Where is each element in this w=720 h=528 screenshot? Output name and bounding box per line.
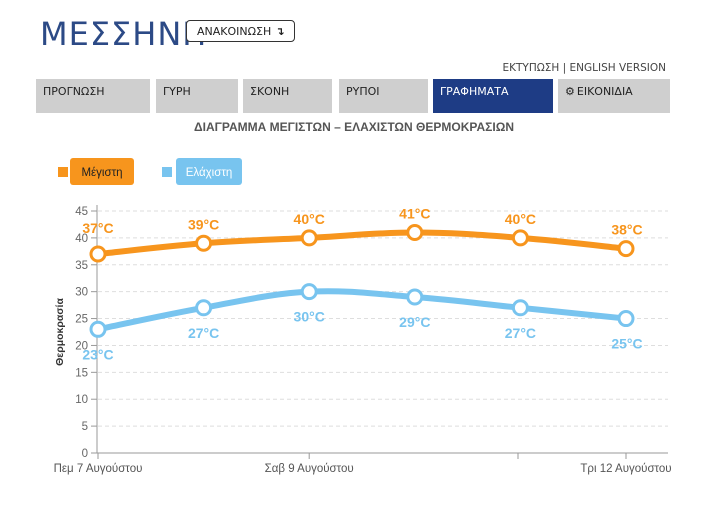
x-tick-label: Σαβ 9 Αυγούστου bbox=[265, 463, 354, 475]
data-point[interactable] bbox=[195, 234, 213, 252]
top-links: ΕΚΤΥΠΩΣΗ | ENGLISH VERSION bbox=[503, 62, 667, 74]
chart-title: ΔΙΑΓΡΑΜΜΑ ΜΕΓΙΣΤΩΝ – ΕΛΑΧΙΣΤΩΝ ΘΕΡΜΟΚΡΑΣ… bbox=[194, 120, 514, 134]
tab-icons[interactable]: ⚙ ΕΙΚΟΝΙΔΙΑ bbox=[558, 79, 670, 113]
data-label: 40°C bbox=[505, 211, 536, 227]
y-tick-label: 10 bbox=[75, 394, 88, 406]
data-label: 30°C bbox=[294, 309, 325, 325]
chart-svg: ΔΙΑΓΡΑΜΜΑ ΜΕΓΙΣΤΩΝ – ΕΛΑΧΙΣΤΩΝ ΘΕΡΜΟΚΡΑΣ… bbox=[54, 120, 672, 475]
x-tick-label: Τρι 12 Αυγούστου bbox=[580, 463, 671, 475]
data-label: 27°C bbox=[505, 325, 536, 341]
temperature-chart: ΔΙΑΓΡΑΜΜΑ ΜΕΓΙΣΤΩΝ – ΕΛΑΧΙΣΤΩΝ ΘΕΡΜΟΚΡΑΣ… bbox=[0, 115, 720, 524]
y-tick-label: 15 bbox=[75, 367, 88, 379]
legend-label: Ελάχιστη bbox=[186, 167, 233, 179]
data-point[interactable] bbox=[300, 283, 318, 301]
arrow-down-icon: ↴ bbox=[275, 25, 285, 38]
tab-label: ΣΚΟΝΗ bbox=[250, 85, 290, 98]
data-point[interactable] bbox=[89, 320, 107, 338]
gear-icon: ⚙ bbox=[565, 85, 575, 98]
series-line bbox=[95, 229, 629, 258]
y-tick-label: 30 bbox=[75, 287, 88, 299]
tab-pollutants[interactable]: ΡΥΠΟΙ bbox=[339, 79, 428, 113]
data-label: 27°C bbox=[188, 325, 219, 341]
y-tick-label: 0 bbox=[82, 448, 88, 460]
print-link[interactable]: ΕΚΤΥΠΩΣΗ bbox=[502, 62, 560, 74]
legend-swatch bbox=[162, 167, 172, 177]
data-point[interactable] bbox=[406, 224, 424, 242]
tab-forecast[interactable]: ΠΡΟΓΝΩΣΗ bbox=[36, 79, 150, 113]
tab-label: ΕΙΚΟΝΙΔΙΑ bbox=[576, 85, 633, 98]
data-label: 41°C bbox=[399, 206, 430, 222]
data-point[interactable] bbox=[406, 288, 424, 306]
legend-item-box[interactable] bbox=[70, 158, 134, 185]
data-point[interactable] bbox=[617, 310, 635, 328]
data-label: 37°C bbox=[82, 220, 113, 236]
data-label: 23°C bbox=[82, 346, 113, 362]
data-label: 25°C bbox=[611, 336, 642, 352]
chart-legend: Μέγιστη Ελάχιστη bbox=[58, 158, 242, 185]
data-label: 39°C bbox=[188, 216, 219, 232]
main-tabs: ΠΡΟΓΝΩΣΗ ΓΥΡΗ ΣΚΟΝΗ ΡΥΠΟΙ ΓΡΑΦΗΜΑΤΑ ⚙ ΕΙΚ… bbox=[36, 79, 670, 113]
announcement-label: ΑΝΑΚΟΙΝΩΣΗ bbox=[197, 25, 272, 38]
tab-label: ΠΡΟΓΝΩΣΗ bbox=[43, 85, 105, 98]
data-point[interactable] bbox=[195, 299, 213, 317]
y-tick-label: 20 bbox=[75, 340, 88, 352]
legend-item-box[interactable] bbox=[176, 158, 242, 185]
data-label: 40°C bbox=[294, 211, 325, 227]
english-version-link[interactable]: ENGLISH VERSION bbox=[569, 62, 666, 74]
series-line bbox=[95, 288, 629, 333]
data-point[interactable] bbox=[511, 299, 529, 317]
data-point[interactable] bbox=[617, 240, 635, 258]
y-tick-label: 25 bbox=[75, 314, 88, 326]
legend-label: Μέγιστη bbox=[81, 167, 122, 179]
announcement-button[interactable]: ΑΝΑΚΟΙΝΩΣΗ ↴ bbox=[186, 20, 296, 42]
data-point[interactable] bbox=[300, 229, 318, 247]
y-tick-label: 35 bbox=[75, 260, 88, 272]
y-tick-label: 5 bbox=[82, 421, 88, 433]
data-label: 38°C bbox=[611, 222, 642, 238]
y-axis-label: Θερμοκρασία bbox=[54, 298, 66, 366]
tab-label: ΓΡΑΦΗΜΑΤΑ bbox=[440, 85, 509, 98]
chart-series: 37°C 39°C 40°C 41°C 40°C 38°C 23°C 27°C 30°C 29°C… bbox=[82, 206, 642, 363]
page-title: ΜΕΣΣΗΝΗ bbox=[40, 15, 208, 53]
data-point[interactable] bbox=[511, 229, 529, 247]
data-label: 29°C bbox=[399, 314, 430, 330]
tab-label: ΓΥΡΗ bbox=[163, 85, 191, 98]
tab-label: ΡΥΠΟΙ bbox=[346, 85, 380, 98]
legend-swatch bbox=[58, 167, 68, 177]
tab-dust[interactable]: ΣΚΟΝΗ bbox=[243, 79, 332, 113]
y-tick-label: 40 bbox=[75, 233, 88, 245]
x-axis: Πεμ 7 Αυγούστου Σαβ 9 Αυγούστου Τρι 12 Αυγ… bbox=[54, 452, 672, 475]
chart-grid bbox=[98, 210, 668, 427]
x-tick-label: Πεμ 7 Αυγούστου bbox=[54, 463, 143, 475]
y-tick-label: 45 bbox=[75, 206, 88, 218]
links-separator: | bbox=[562, 62, 567, 74]
tab-pollen[interactable]: ΓΥΡΗ bbox=[156, 79, 238, 113]
data-point[interactable] bbox=[89, 245, 107, 263]
tab-charts[interactable]: ΓΡΑΦΗΜΑΤΑ bbox=[433, 79, 553, 113]
